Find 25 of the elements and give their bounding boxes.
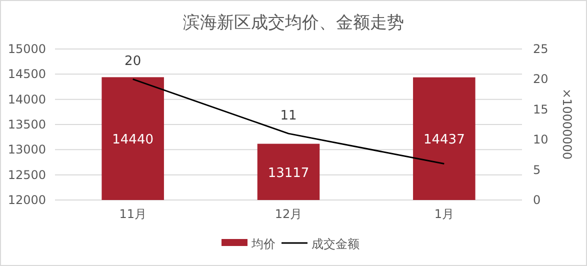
data-label: 20 [124, 54, 142, 70]
y2-axis-title: ×10000000 [560, 88, 574, 160]
data-label: 11 [280, 108, 297, 124]
legend-label: 成交金额 [312, 237, 360, 251]
y-tick-label: 15000 [8, 42, 46, 56]
y-tick-label: 13000 [8, 142, 46, 157]
x-tick-label: 12月 [274, 207, 302, 221]
y-tick-label: 14000 [8, 92, 46, 106]
y2-tick-label: 20 [533, 72, 548, 86]
y-tick-label: 12500 [8, 168, 46, 182]
legend-label: 均价 [250, 237, 276, 251]
y2-tick-label: 25 [533, 42, 548, 56]
x-tick-label: 1月 [434, 207, 454, 221]
data-label: 14440 [112, 132, 154, 148]
y2-tick-label: 0 [533, 193, 541, 207]
y-tick-label: 13500 [8, 118, 46, 132]
y2-tick-label: 5 [533, 162, 541, 177]
chart-title: 滨海新区成交均价、金额走势 [183, 13, 404, 33]
data-label: 13117 [268, 166, 310, 181]
y2-tick-label: 15 [533, 102, 548, 116]
data-label: 14437 [423, 132, 465, 148]
x-tick-label: 11月 [119, 207, 146, 221]
y-tick-label: 14500 [8, 67, 46, 82]
y2-tick-label: 10 [533, 132, 548, 147]
y-tick-label: 12000 [8, 193, 46, 207]
